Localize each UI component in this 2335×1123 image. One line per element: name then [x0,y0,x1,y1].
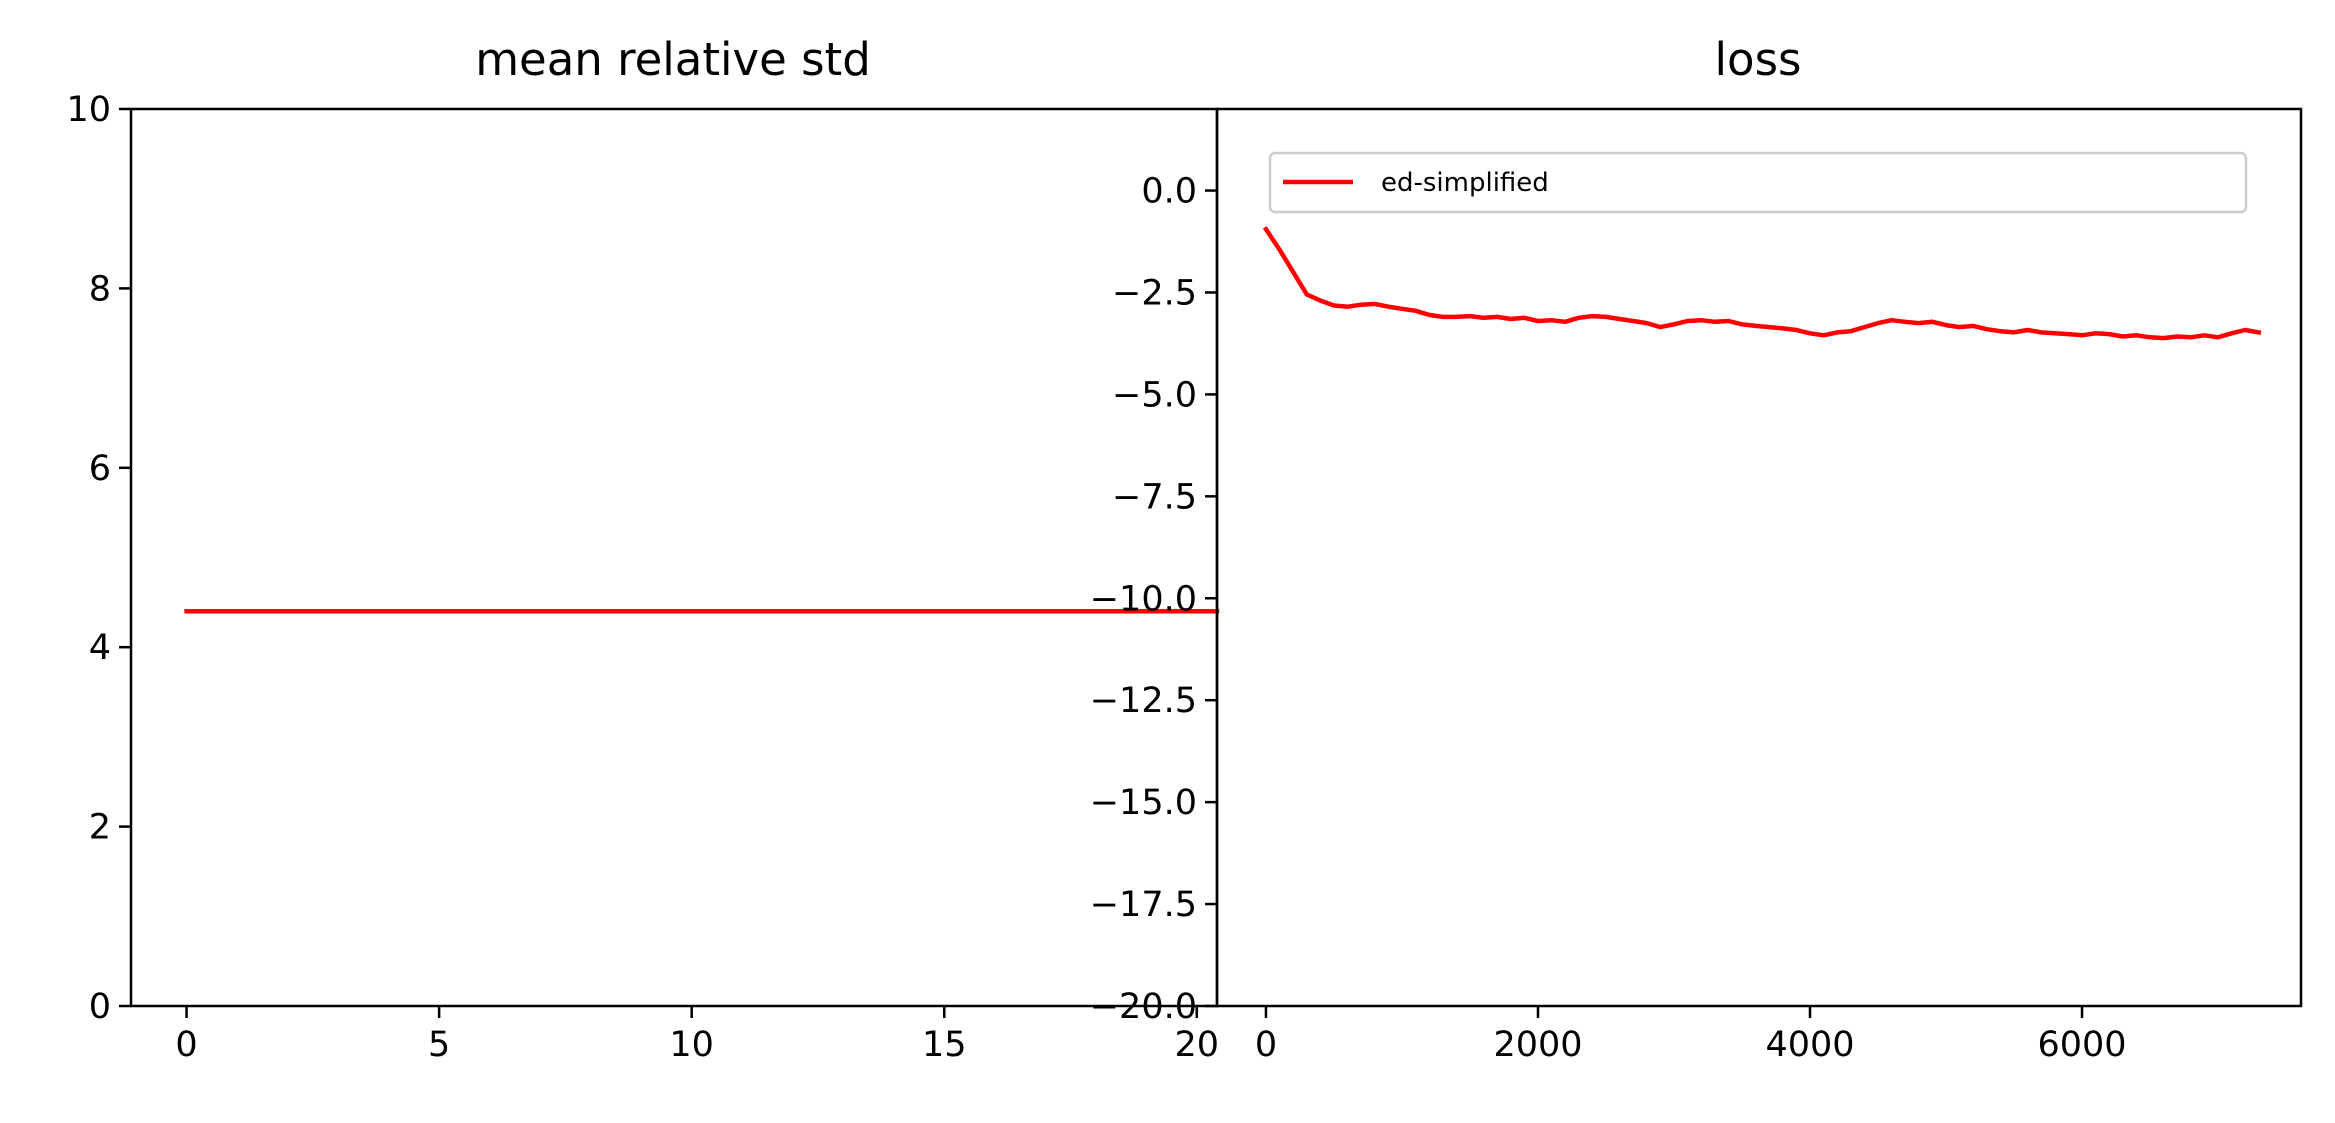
x-tick-label: 5 [428,1025,450,1065]
x-tick-label: 0 [175,1025,197,1065]
x-tick-label: 15 [922,1025,967,1065]
y-tick-label: 6 [89,449,111,489]
x-axis: 0 5 10 15 20 [175,1006,1219,1065]
chart-title: loss [1715,33,1802,86]
y-tick-label: 2 [89,808,111,848]
y-tick-label: 8 [89,269,111,309]
y-tick-label: −17.5 [1090,885,1197,925]
series-lines [1262,226,2262,341]
x-axis: 0 2000 4000 6000 [1255,1006,2127,1065]
chart-loss: loss 0 2000 4000 6000 0.0 −2.5 −5.0 −7.5 −10.0 −… [1090,33,2303,1065]
y-axis: 0.0 −2.5 −5.0 −7.5 −10.0 −12.5 −15.0 −17.5 −20.0 [1090,172,1217,1027]
y-tick-label: −15.0 [1090,783,1197,823]
y-tick-label: −10.0 [1090,579,1197,619]
y-tick-label: −7.5 [1112,477,1197,517]
y-tick-label: −5.0 [1112,375,1197,415]
x-tick-label: 20 [1175,1025,1220,1065]
legend-box [1268,151,2248,214]
y-tick-label: 4 [89,628,111,668]
x-tick-label: 4000 [1765,1025,1854,1065]
x-tick-label: 0 [1255,1025,1277,1065]
chart-mean-relative-std: mean relative std 0 5 10 15 20 0 2 4 6 8 10 [66,33,1220,1065]
y-tick-label: 10 [66,90,111,130]
y-tick-label: −20.0 [1090,987,1197,1027]
x-tick-label: 2000 [1493,1025,1582,1065]
x-tick-label: 6000 [2037,1025,2126,1065]
axes-frame [1215,107,2303,1008]
y-tick-label: 0 [89,987,111,1027]
legend: ed-simplified [1268,151,2248,214]
y-tick-label: 0.0 [1141,172,1197,212]
x-tick-label: 10 [669,1025,714,1065]
y-tick-label: −12.5 [1090,681,1197,721]
legend-label: ed-simplified [1381,168,1549,198]
y-axis: 0 2 4 6 8 10 [66,90,131,1027]
series-line-0 [1262,226,2262,341]
y-tick-label: −2.5 [1112,273,1197,313]
chart-title: mean relative std [475,33,871,86]
